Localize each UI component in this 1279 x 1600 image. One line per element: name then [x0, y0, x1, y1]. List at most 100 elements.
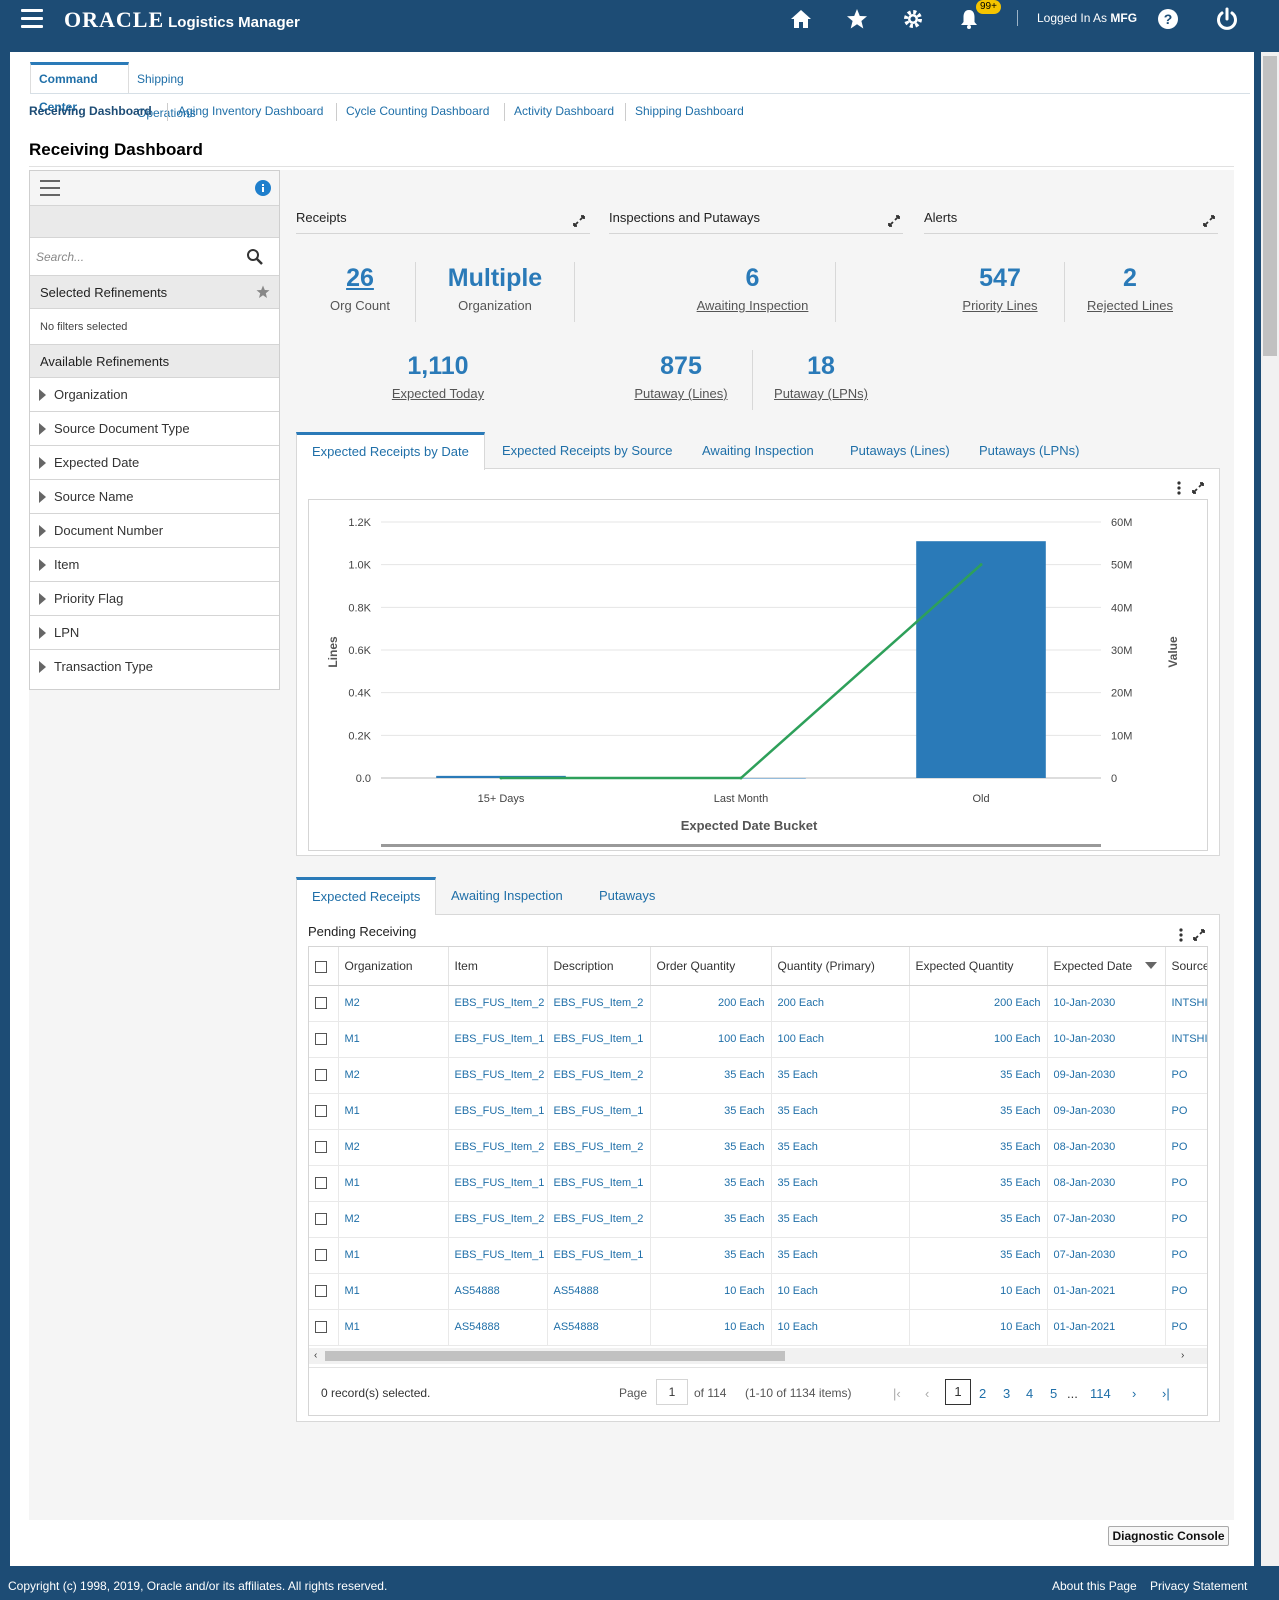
help-icon[interactable]: ?: [1155, 6, 1181, 32]
cell-quantity-primary[interactable]: 35 Each: [771, 1165, 910, 1202]
value-series-line[interactable]: [501, 563, 982, 780]
cell-expected-date[interactable]: 10-Jan-2030: [1047, 1021, 1166, 1058]
expand-triangle-icon[interactable]: [39, 456, 46, 469]
cell-description[interactable]: EBS_FUS_Item_2: [547, 1057, 651, 1094]
cell-organization[interactable]: M1: [338, 1237, 449, 1274]
cell-quantity-primary[interactable]: 100 Each: [771, 1021, 910, 1058]
tab-expected-receipts[interactable]: Expected Receipts: [296, 877, 437, 915]
cell-description[interactable]: EBS_FUS_Item_2: [547, 1201, 651, 1238]
cell-order-quantity[interactable]: 35 Each: [650, 1165, 772, 1202]
cell-quantity-primary[interactable]: 35 Each: [771, 1057, 910, 1094]
metric-putaway-lpns[interactable]: 18 Putaway (LPNs): [774, 352, 868, 401]
cell-expected-date[interactable]: 09-Jan-2030: [1047, 1093, 1166, 1130]
table-row[interactable]: M2 EBS_FUS_Item_2 EBS_FUS_Item_2 35 Each 35 …: [309, 1201, 1207, 1238]
user-menu[interactable]: Logged In As MFG: [1037, 11, 1138, 25]
chart-expand-icon[interactable]: [1192, 482, 1204, 494]
cell-expected-date[interactable]: 07-Jan-2030: [1047, 1237, 1166, 1274]
tab-awaiting-inspection[interactable]: Awaiting Inspection: [451, 888, 563, 903]
cell-quantity-primary[interactable]: 35 Each: [771, 1129, 910, 1166]
row-checkbox[interactable]: [315, 1177, 327, 1190]
cell-organization[interactable]: M1: [338, 1021, 449, 1058]
table-row[interactable]: M2 EBS_FUS_Item_2 EBS_FUS_Item_2 35 Each 35 …: [309, 1129, 1207, 1166]
cell-expected-quantity[interactable]: 35 Each: [909, 1165, 1048, 1202]
cell-expected-quantity[interactable]: 35 Each: [909, 1237, 1048, 1274]
cell-source[interactable]: PO: [1165, 1093, 1207, 1130]
refinement-transaction-type[interactable]: Transaction Type: [30, 650, 279, 684]
tab-shipping-operations[interactable]: Shipping Operations: [137, 72, 196, 120]
diagnostic-console-button[interactable]: Diagnostic Console: [1108, 1526, 1229, 1546]
cell-item[interactable]: EBS_FUS_Item_2: [448, 1129, 548, 1166]
cell-item[interactable]: EBS_FUS_Item_1: [448, 1093, 548, 1130]
info-icon[interactable]: [255, 180, 271, 196]
cell-item[interactable]: EBS_FUS_Item_2: [448, 985, 548, 1022]
previous-page-icon[interactable]: ‹: [925, 1386, 930, 1401]
cell-expected-date[interactable]: 08-Jan-2030: [1047, 1165, 1166, 1202]
cell-description[interactable]: EBS_FUS_Item_1: [547, 1021, 651, 1058]
row-checkbox[interactable]: [315, 1033, 327, 1046]
cell-organization[interactable]: M2: [338, 1129, 449, 1166]
cell-order-quantity[interactable]: 10 Each: [650, 1309, 772, 1346]
navigator-menu-icon[interactable]: [21, 9, 43, 29]
cell-quantity-primary[interactable]: 35 Each: [771, 1237, 910, 1274]
cell-item[interactable]: EBS_FUS_Item_1: [448, 1237, 548, 1274]
cell-source[interactable]: INTSHIP: [1165, 985, 1207, 1022]
metric-org-count[interactable]: 26 Org Count: [330, 264, 390, 313]
table-row[interactable]: M1 EBS_FUS_Item_1 EBS_FUS_Item_1 35 Each 35 …: [309, 1093, 1207, 1130]
table-row[interactable]: M1 EBS_FUS_Item_1 EBS_FUS_Item_1 35 Each 35 …: [309, 1165, 1207, 1202]
cell-source[interactable]: PO: [1165, 1057, 1207, 1094]
row-checkbox[interactable]: [315, 1285, 327, 1298]
tab-putaways-lpns-chart[interactable]: Putaways (LPNs): [979, 443, 1080, 458]
notifications-bell-icon[interactable]: [956, 6, 982, 32]
last-page-icon[interactable]: ›|: [1162, 1386, 1170, 1401]
page-3-button[interactable]: 3: [1003, 1386, 1011, 1401]
page-vertical-scrollbar[interactable]: [1261, 52, 1279, 1566]
cell-order-quantity[interactable]: 10 Each: [650, 1273, 772, 1310]
expand-triangle-icon[interactable]: [39, 626, 46, 639]
scroll-right-arrow-icon[interactable]: ›: [1181, 1350, 1185, 1361]
table-row[interactable]: M1 EBS_FUS_Item_1 EBS_FUS_Item_1 100 Each 10…: [309, 1021, 1207, 1058]
refinement-source-name[interactable]: Source Name: [30, 480, 279, 514]
metric-putaway-lines[interactable]: 875 Putaway (Lines): [634, 352, 728, 401]
row-checkbox[interactable]: [315, 1213, 327, 1226]
cell-description[interactable]: EBS_FUS_Item_1: [547, 1237, 651, 1274]
tab-putaways-lines-chart[interactable]: Putaways (Lines): [850, 443, 950, 458]
cell-organization[interactable]: M1: [338, 1309, 449, 1346]
cell-item[interactable]: AS54888: [448, 1273, 548, 1310]
cell-order-quantity[interactable]: 100 Each: [650, 1021, 772, 1058]
cell-description[interactable]: AS54888: [547, 1273, 651, 1310]
column-expected-date[interactable]: Expected Date: [1047, 947, 1166, 986]
refinement-expected-date[interactable]: Expected Date: [30, 446, 279, 480]
table-row[interactable]: M2 EBS_FUS_Item_2 EBS_FUS_Item_2 200 Each 20…: [309, 985, 1207, 1022]
table-row[interactable]: M1 AS54888 AS54888 10 Each 10 Each 10 Each 01-…: [309, 1309, 1207, 1346]
cell-order-quantity[interactable]: 35 Each: [650, 1237, 772, 1274]
cell-source[interactable]: PO: [1165, 1129, 1207, 1166]
cell-quantity-primary[interactable]: 10 Each: [771, 1309, 910, 1346]
cell-expected-date[interactable]: 01-Jan-2021: [1047, 1309, 1166, 1346]
cell-expected-date[interactable]: 08-Jan-2030: [1047, 1129, 1166, 1166]
cell-order-quantity[interactable]: 200 Each: [650, 985, 772, 1022]
cell-item[interactable]: EBS_FUS_Item_1: [448, 1021, 548, 1058]
table-actions-kebab-icon[interactable]: [1178, 928, 1184, 942]
cell-quantity-primary[interactable]: 200 Each: [771, 985, 910, 1022]
metric-awaiting-inspection[interactable]: 6 Awaiting Inspection: [696, 264, 809, 313]
cell-organization[interactable]: M2: [338, 1057, 449, 1094]
column-description[interactable]: Description: [547, 947, 651, 986]
refinement-document-number[interactable]: Document Number: [30, 514, 279, 548]
cell-item[interactable]: AS54888: [448, 1309, 548, 1346]
page-2-button[interactable]: 2: [979, 1386, 987, 1401]
table-row[interactable]: M2 EBS_FUS_Item_2 EBS_FUS_Item_2 35 Each 35 …: [309, 1057, 1207, 1094]
table-row[interactable]: M1 AS54888 AS54888 10 Each 10 Each 10 Each 01-…: [309, 1273, 1207, 1310]
tab-command-center[interactable]: Command Center: [30, 62, 129, 114]
cell-source[interactable]: PO: [1165, 1309, 1207, 1346]
cell-description[interactable]: EBS_FUS_Item_1: [547, 1093, 651, 1130]
table-expand-icon[interactable]: [1193, 929, 1205, 941]
cell-expected-date[interactable]: 10-Jan-2030: [1047, 985, 1166, 1022]
column-expected-quantity[interactable]: Expected Quantity: [909, 947, 1048, 986]
column-source[interactable]: Source: [1165, 947, 1207, 986]
column-organization[interactable]: Organization: [338, 947, 449, 986]
row-checkbox[interactable]: [315, 1069, 327, 1082]
row-checkbox[interactable]: [315, 1141, 327, 1154]
refinement-lpn[interactable]: LPN: [30, 616, 279, 650]
cell-expected-quantity[interactable]: 100 Each: [909, 1021, 1048, 1058]
subnav-shipping-dashboard[interactable]: Shipping Dashboard: [635, 104, 744, 118]
